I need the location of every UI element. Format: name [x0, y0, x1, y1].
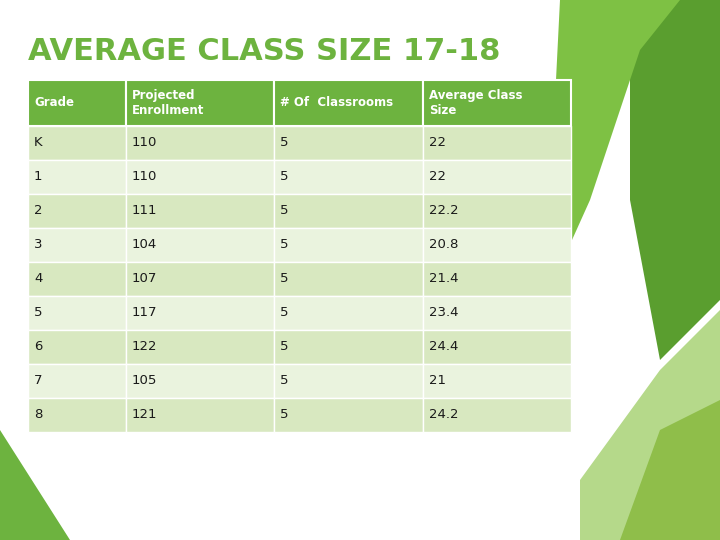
Bar — [274, 296, 423, 330]
Bar — [274, 398, 423, 432]
Bar — [126, 398, 274, 432]
Bar — [28, 228, 126, 262]
Bar — [28, 398, 126, 432]
Bar — [126, 80, 274, 126]
Bar — [274, 160, 423, 194]
Text: 24.4: 24.4 — [429, 341, 458, 354]
Polygon shape — [620, 400, 720, 540]
Text: 5: 5 — [280, 408, 289, 422]
Text: 5: 5 — [280, 341, 289, 354]
Text: 3: 3 — [34, 239, 42, 252]
Text: 5: 5 — [280, 205, 289, 218]
Text: 2: 2 — [34, 205, 42, 218]
Text: 5: 5 — [280, 171, 289, 184]
Text: Average Class
Size: Average Class Size — [429, 89, 522, 117]
Text: 8: 8 — [34, 408, 42, 422]
Bar — [28, 296, 126, 330]
Text: 22: 22 — [429, 137, 446, 150]
Bar — [126, 194, 274, 228]
Text: 24.2: 24.2 — [429, 408, 459, 422]
Text: 4: 4 — [34, 273, 42, 286]
Bar — [126, 126, 274, 160]
Text: 5: 5 — [280, 137, 289, 150]
Text: 21: 21 — [429, 375, 446, 388]
Bar — [126, 262, 274, 296]
Text: 5: 5 — [34, 307, 42, 320]
Text: 1: 1 — [34, 171, 42, 184]
Text: 105: 105 — [132, 375, 158, 388]
Bar — [28, 80, 126, 126]
Bar — [126, 296, 274, 330]
Bar — [126, 160, 274, 194]
Text: 5: 5 — [280, 239, 289, 252]
Bar — [126, 364, 274, 398]
Bar — [28, 194, 126, 228]
Text: K: K — [34, 137, 42, 150]
Text: 104: 104 — [132, 239, 157, 252]
Bar — [28, 160, 126, 194]
Bar — [28, 262, 126, 296]
Text: 111: 111 — [132, 205, 158, 218]
Bar — [423, 398, 571, 432]
Text: 21.4: 21.4 — [429, 273, 459, 286]
Polygon shape — [630, 0, 720, 360]
Text: 117: 117 — [132, 307, 158, 320]
Bar — [28, 364, 126, 398]
Bar — [423, 126, 571, 160]
Bar — [274, 262, 423, 296]
Text: 122: 122 — [132, 341, 158, 354]
Text: Grade: Grade — [34, 97, 74, 110]
Bar — [423, 364, 571, 398]
Bar — [274, 330, 423, 364]
Text: 20.8: 20.8 — [429, 239, 458, 252]
Bar — [274, 80, 423, 126]
Text: 5: 5 — [280, 375, 289, 388]
Bar — [423, 160, 571, 194]
Bar — [423, 80, 571, 126]
Bar — [423, 296, 571, 330]
Bar — [423, 330, 571, 364]
Text: AVERAGE CLASS SIZE 17-18: AVERAGE CLASS SIZE 17-18 — [28, 37, 500, 66]
Text: 23.4: 23.4 — [429, 307, 459, 320]
Text: 22.2: 22.2 — [429, 205, 459, 218]
Text: 5: 5 — [280, 307, 289, 320]
Bar — [274, 194, 423, 228]
Text: 121: 121 — [132, 408, 158, 422]
Bar — [423, 262, 571, 296]
Bar — [28, 330, 126, 364]
Text: 5: 5 — [280, 273, 289, 286]
Bar — [423, 228, 571, 262]
Bar — [126, 330, 274, 364]
Text: # Of  Classrooms: # Of Classrooms — [280, 97, 394, 110]
Text: 6: 6 — [34, 341, 42, 354]
Bar — [274, 364, 423, 398]
Polygon shape — [0, 430, 70, 540]
Polygon shape — [545, 0, 680, 300]
Bar — [274, 228, 423, 262]
Polygon shape — [580, 310, 720, 540]
Text: 110: 110 — [132, 171, 158, 184]
Bar — [274, 126, 423, 160]
Text: Projected
Enrollment: Projected Enrollment — [132, 89, 204, 117]
Text: 22: 22 — [429, 171, 446, 184]
Text: 110: 110 — [132, 137, 158, 150]
Text: 107: 107 — [132, 273, 158, 286]
Bar — [28, 126, 126, 160]
Bar — [423, 194, 571, 228]
Text: 7: 7 — [34, 375, 42, 388]
Bar — [126, 228, 274, 262]
